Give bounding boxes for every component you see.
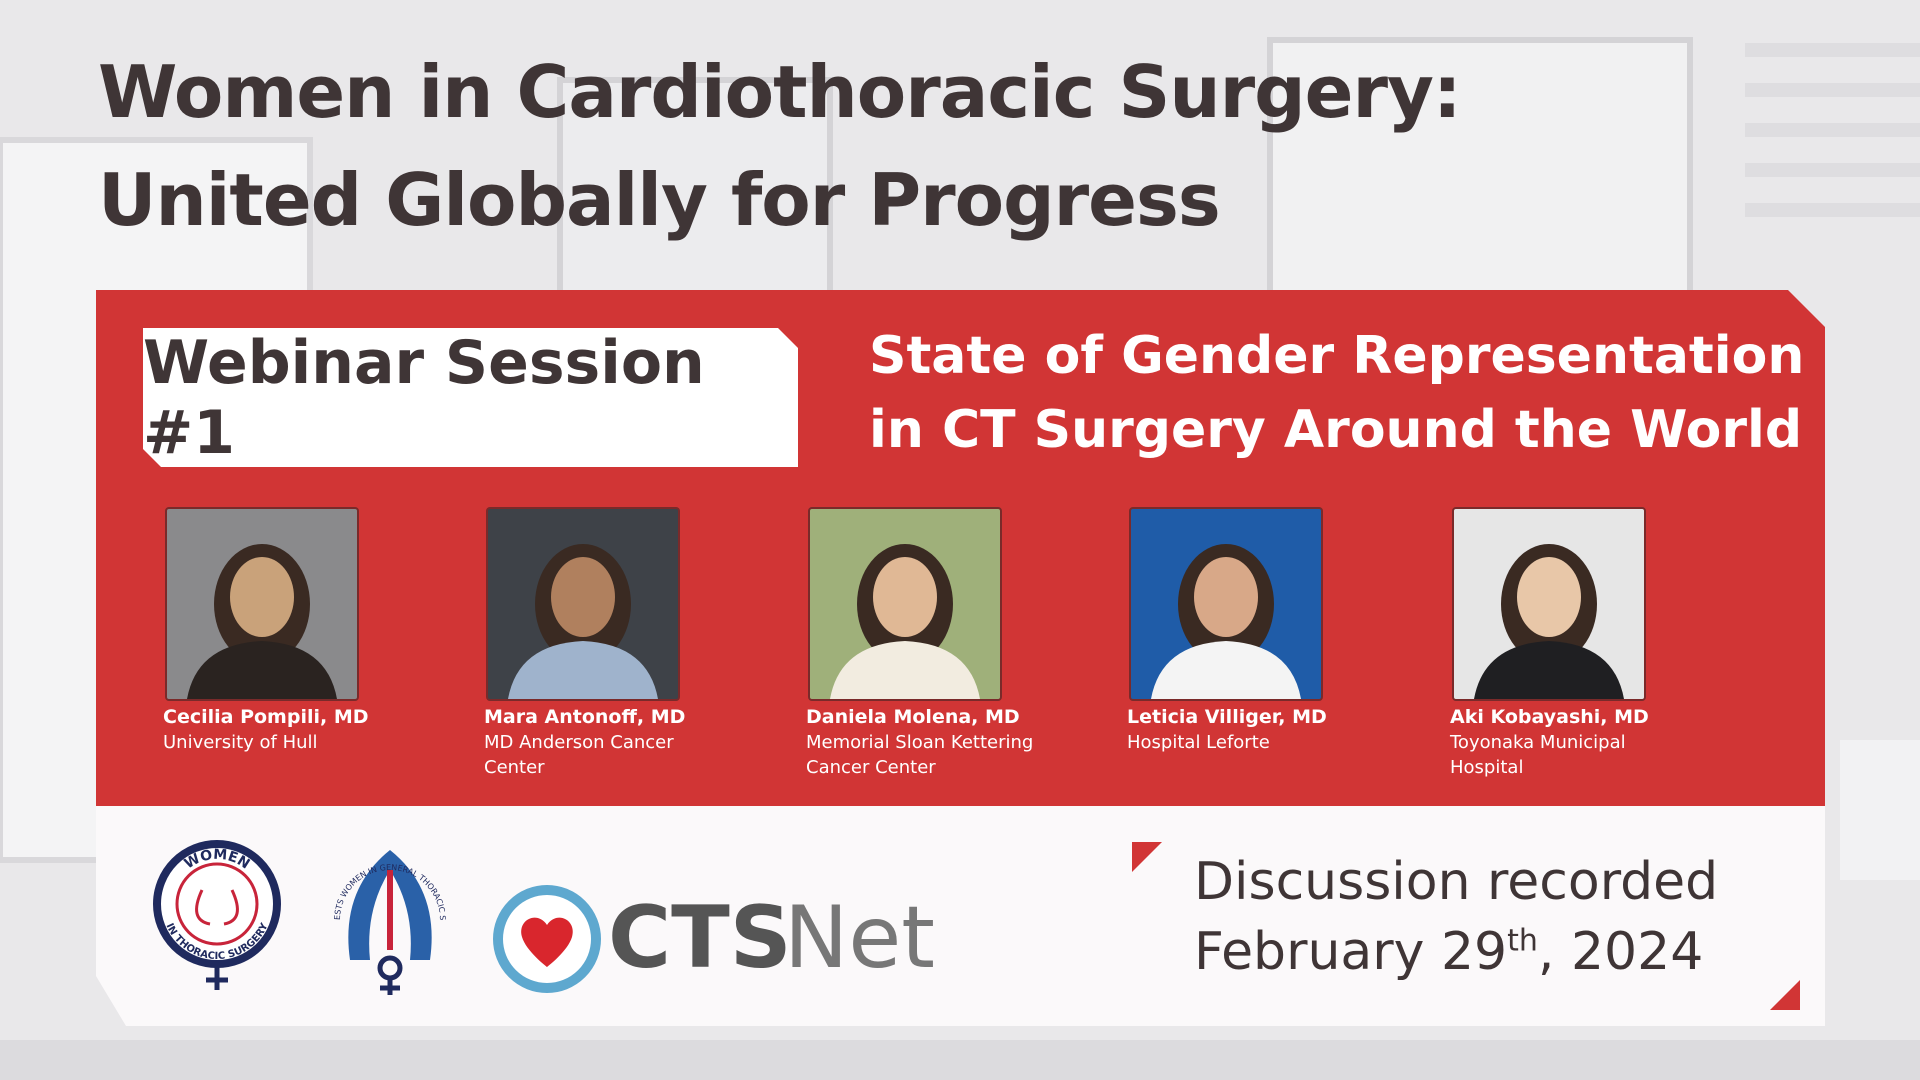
session-title: State of Gender Representation (869, 326, 1805, 386)
date: February 29 (1194, 922, 1508, 982)
speaker-name: Mara Antonoff, MD (484, 706, 686, 728)
speaker-affiliation: Memorial Sloan Kettering (806, 732, 1034, 753)
portrait (1474, 544, 1624, 699)
session-title: in CT Surgery Around the World (869, 400, 1803, 460)
speaker-name: Aki Kobayashi, MD (1450, 706, 1649, 728)
corner-marks (1132, 842, 1800, 1010)
speaker-photo (165, 507, 359, 701)
speaker-affiliation: Hospital (1450, 757, 1524, 778)
speaker-affiliation: Hospital Leforte (1127, 732, 1270, 753)
date-suffix: th (1507, 923, 1538, 959)
recorded-date: February 29th, 2024 (1194, 922, 1703, 982)
speaker-photo (1129, 507, 1323, 701)
speaker-affiliation: Cancer Center (806, 757, 936, 778)
logos: WOMEN IN THORACIC SURGERY ESTS WOMEN IN … (140, 830, 935, 995)
portrait (1151, 544, 1301, 699)
session-label: Webinar Session #1 (143, 328, 798, 467)
portrait (508, 544, 658, 699)
recorded-label: Discussion recorded (1194, 852, 1719, 912)
speaker-photo (808, 507, 1002, 701)
logo-text: CTS (608, 888, 792, 988)
speaker-photo (486, 507, 680, 701)
speaker-affiliation: Toyonaka Municipal (1450, 732, 1626, 753)
title-line: United Globally for Progress (98, 158, 1221, 242)
logo-text: Net (784, 888, 935, 988)
date-year: , 2024 (1537, 922, 1704, 982)
speaker-name: Daniela Molena, MD (806, 706, 1020, 728)
portrait (187, 544, 337, 699)
title-line: Women in Cardiothoracic Surgery: (98, 50, 1462, 134)
speaker-affiliation: University of Hull (163, 732, 318, 753)
portrait (830, 544, 980, 699)
speaker-affiliation: Center (484, 757, 545, 778)
speaker-name: Cecilia Pompili, MD (163, 706, 369, 728)
speaker-affiliation: MD Anderson Cancer (484, 732, 674, 753)
speaker-name: Leticia Villiger, MD (1127, 706, 1327, 728)
speaker-photo (1452, 507, 1646, 701)
